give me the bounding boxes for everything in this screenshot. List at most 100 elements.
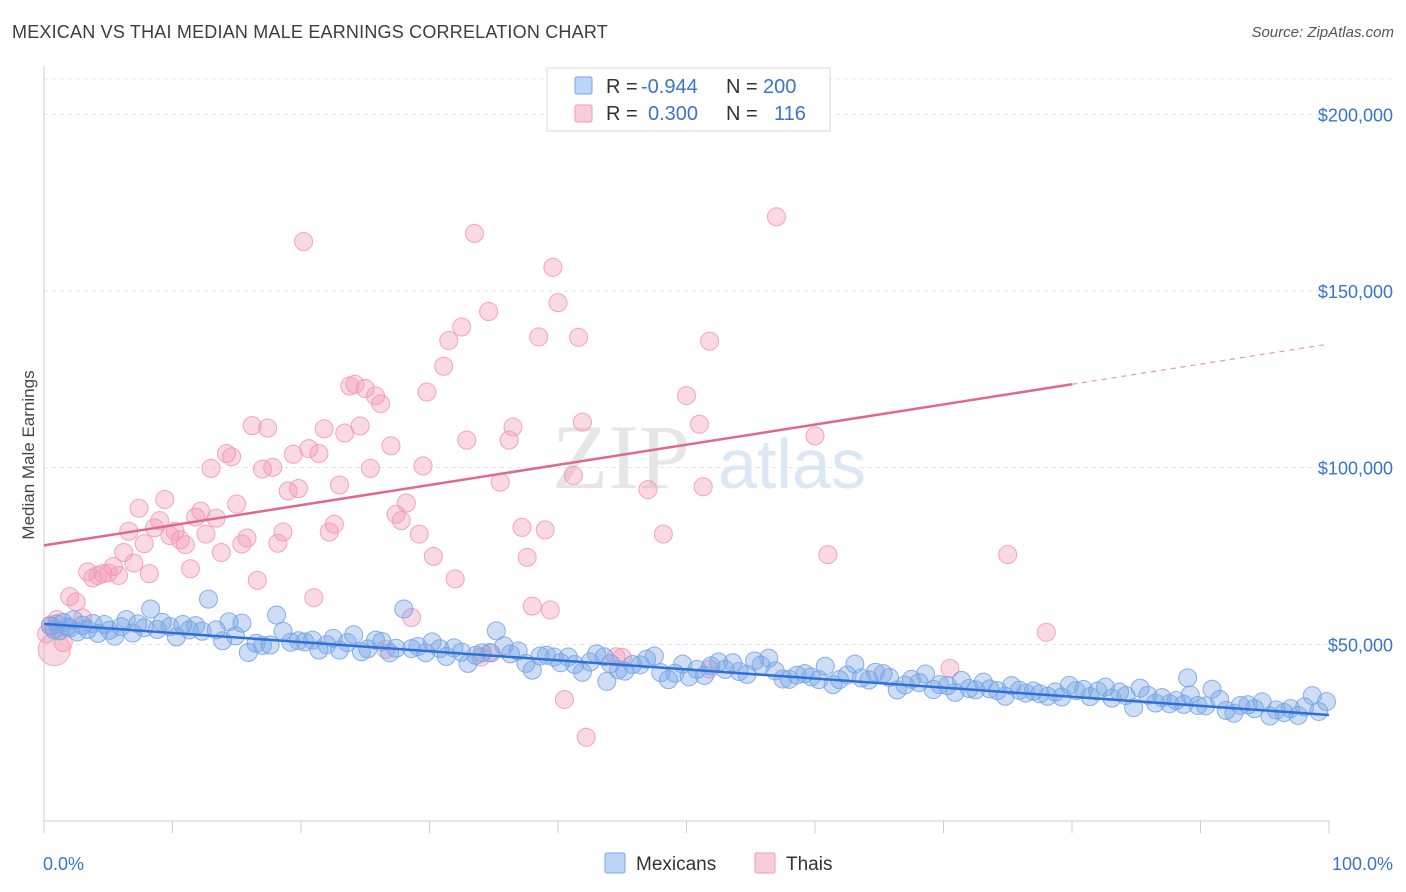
thais-point bbox=[150, 511, 170, 531]
thais-point bbox=[180, 559, 200, 579]
x-tick-label-min: 0.0% bbox=[43, 854, 84, 874]
y-tick-label-2: $150,000 bbox=[1318, 282, 1393, 302]
thais-point bbox=[693, 477, 713, 497]
mexicans-trend-line bbox=[43, 622, 1330, 717]
thais-point bbox=[242, 416, 262, 436]
thais-point bbox=[196, 524, 216, 544]
mexicans-point bbox=[344, 625, 364, 645]
thais-point bbox=[114, 542, 134, 562]
thais-point bbox=[309, 444, 329, 464]
mexicans-point bbox=[923, 680, 943, 700]
mexicans-point bbox=[937, 676, 957, 696]
thais-point bbox=[66, 592, 86, 612]
mexicans-point bbox=[64, 610, 84, 630]
thais-point bbox=[569, 327, 589, 347]
thais-point bbox=[554, 689, 574, 709]
thais-point bbox=[335, 423, 355, 443]
thais-point bbox=[314, 419, 334, 439]
thais-point bbox=[457, 430, 477, 450]
mexicans-point bbox=[597, 671, 617, 691]
mexicans-point bbox=[551, 653, 571, 673]
legend-swatch-thais bbox=[574, 104, 593, 123]
mexicans-point bbox=[1059, 675, 1079, 695]
mexicans-point bbox=[303, 630, 323, 650]
thais-point bbox=[638, 480, 658, 500]
mexicans-point bbox=[1180, 685, 1200, 705]
mexicans-point bbox=[930, 675, 950, 695]
mexicans-point bbox=[486, 621, 506, 641]
legend-swatch-mexicans bbox=[574, 76, 593, 95]
thais-point bbox=[109, 565, 129, 585]
thais-point bbox=[452, 317, 472, 337]
thais-point bbox=[409, 524, 429, 544]
y-tick-labels: $50,000 $100,000 $150,000 $200,000 bbox=[1318, 105, 1393, 655]
thais-point bbox=[83, 568, 103, 588]
thais-point bbox=[381, 436, 401, 456]
thais-point bbox=[1036, 622, 1056, 642]
mexicans-point bbox=[1124, 698, 1144, 718]
bottom-legend: Mexicans Thais bbox=[604, 852, 832, 875]
thais-point bbox=[345, 374, 365, 394]
mexicans-point bbox=[1130, 678, 1150, 698]
thais-point bbox=[805, 426, 825, 446]
thais-point bbox=[355, 379, 375, 399]
mexicans-point bbox=[1202, 679, 1222, 699]
mexicans-point bbox=[787, 665, 807, 685]
thais-point bbox=[818, 545, 838, 565]
thais-point bbox=[155, 489, 175, 509]
thais-point bbox=[417, 382, 437, 402]
thais-point bbox=[216, 444, 236, 464]
thais-point bbox=[227, 494, 247, 514]
trend-lines bbox=[43, 343, 1330, 717]
mexicans-point bbox=[105, 626, 125, 646]
bottom-legend-label-thais: Thais bbox=[786, 854, 832, 875]
thais-point bbox=[512, 517, 532, 537]
thais-point bbox=[479, 301, 499, 321]
thais-point bbox=[563, 465, 583, 485]
mexicans-point bbox=[637, 649, 657, 669]
thais-point bbox=[766, 207, 786, 227]
thais-point bbox=[93, 564, 113, 584]
thais-point bbox=[139, 564, 159, 584]
legend-n-label-mexicans: N = bbox=[726, 76, 758, 98]
mexicans-points bbox=[40, 589, 1336, 726]
thais-point bbox=[273, 522, 293, 542]
thais-point bbox=[324, 514, 344, 534]
thais-trend-line-extension bbox=[1071, 343, 1330, 385]
x-tick-label-max: 100.0% bbox=[1332, 854, 1393, 874]
mexicans-point bbox=[759, 648, 779, 668]
mexicans-point bbox=[715, 659, 735, 679]
bottom-legend-swatch-mexicans bbox=[604, 852, 626, 874]
thais-point bbox=[330, 475, 350, 495]
mexicans-point bbox=[267, 605, 287, 625]
thais-point bbox=[543, 257, 563, 277]
thais-point bbox=[529, 327, 549, 347]
legend-n-value-thais: 116 bbox=[774, 103, 806, 125]
thais-point bbox=[396, 493, 416, 513]
legend-n-value-mexicans: 200 bbox=[763, 76, 796, 98]
thais-point bbox=[232, 534, 252, 554]
thais-point bbox=[360, 458, 380, 478]
thais-point bbox=[60, 587, 80, 607]
thais-point bbox=[434, 356, 454, 376]
mexicans-point bbox=[880, 668, 900, 688]
mexicans-point bbox=[980, 679, 1000, 699]
bottom-legend-label-mexicans: Mexicans bbox=[636, 854, 716, 875]
thais-point bbox=[124, 553, 144, 573]
thais-point bbox=[540, 600, 560, 620]
thais-point bbox=[134, 534, 154, 554]
thais-point bbox=[211, 542, 231, 562]
y-tick-label-3: $200,000 bbox=[1318, 105, 1393, 125]
mexicans-point bbox=[815, 656, 835, 676]
y-tick-label-0: $50,000 bbox=[1328, 635, 1393, 655]
mexicans-point bbox=[141, 599, 161, 619]
thais-point bbox=[294, 232, 314, 252]
mexicans-point bbox=[198, 589, 218, 609]
thais-point bbox=[78, 562, 98, 582]
thais-point bbox=[439, 330, 459, 350]
thais-point bbox=[413, 456, 433, 476]
thais-point bbox=[201, 458, 221, 478]
mexicans-point bbox=[594, 647, 614, 667]
thais-point bbox=[391, 511, 411, 531]
thais-point bbox=[423, 546, 443, 566]
